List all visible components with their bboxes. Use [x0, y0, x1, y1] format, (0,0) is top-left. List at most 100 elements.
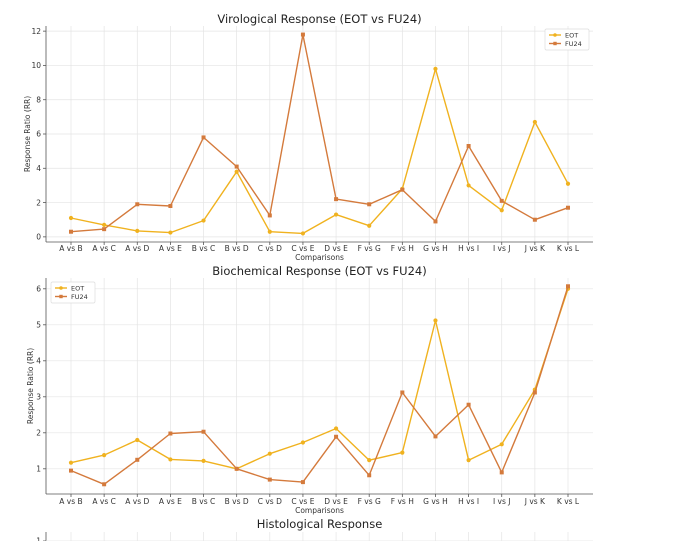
data-point-fu24	[135, 457, 140, 462]
x-tick-label: B vs D	[225, 244, 249, 253]
data-point-fu24	[234, 466, 239, 471]
data-point-fu24	[267, 213, 272, 218]
y-tick-label: 2	[36, 429, 41, 438]
chart-panel-1: Virological Response (EOT vs FU24) 0 2 4 6 8 1…	[23, 12, 593, 262]
data-point-eot	[466, 183, 471, 188]
x-tick-label: F vs H	[391, 244, 414, 253]
data-point-eot	[135, 437, 140, 443]
legend-label: EOT	[565, 31, 578, 39]
x-tick-label: B vs C	[192, 497, 216, 506]
data-point-eot	[499, 442, 504, 447]
data-point-fu24	[168, 204, 173, 208]
data-point-fu24	[168, 431, 173, 436]
y-tick-label: 4	[36, 164, 41, 173]
data-point-fu24	[334, 197, 339, 202]
chart-panel-3: Histological Response 1	[36, 517, 593, 541]
data-point-eot	[201, 458, 206, 463]
data-point-fu24	[466, 144, 471, 148]
data-point-eot	[565, 181, 571, 186]
x-tick-label: J vs K	[524, 244, 546, 253]
x-tick-label: H vs I	[458, 497, 479, 506]
x-tick-label: J vs K	[524, 497, 546, 506]
x-tick-label: A vs D	[125, 497, 149, 506]
x-tick-label: H vs I	[458, 244, 479, 253]
data-point-eot	[168, 230, 173, 235]
y-tick-label: 1	[36, 465, 41, 474]
chart-title: Virological Response (EOT vs FU24)	[217, 12, 421, 26]
x-tick-label: B vs C	[192, 244, 216, 253]
y-tick-label: 6	[36, 285, 41, 294]
data-point-eot	[102, 453, 107, 458]
y-tick-label: 12	[31, 27, 41, 36]
data-point-eot	[333, 212, 339, 217]
data-point-fu24	[69, 229, 73, 234]
x-tick-label: C vs D	[258, 244, 282, 253]
x-tick-label: A vs B	[59, 244, 82, 253]
x-tick-label: I vs J	[493, 244, 511, 253]
data-point-eot	[367, 458, 372, 463]
data-point-eot	[532, 119, 537, 125]
data-point-eot	[300, 231, 306, 236]
data-point-eot	[433, 66, 438, 71]
x-axis-label: Comparisons	[295, 253, 344, 262]
y-axis-label: Response Ratio (RR)	[26, 348, 35, 424]
data-point-eot	[433, 318, 438, 323]
x-axis-label: Comparisons	[295, 506, 344, 515]
y-tick-label: 1	[36, 537, 41, 541]
data-point-fu24	[300, 32, 305, 37]
data-point-fu24	[234, 164, 239, 169]
x-tick-label: G vs H	[423, 497, 448, 506]
legend-swatch-marker	[59, 286, 63, 290]
data-point-eot	[68, 460, 74, 465]
x-tick-label: K vs L	[557, 497, 580, 506]
chart-title: Histological Response	[257, 517, 383, 531]
legend-label: FU24	[71, 293, 88, 301]
data-point-fu24	[400, 187, 405, 192]
data-point-eot	[102, 222, 107, 227]
x-tick-label: F vs G	[358, 244, 381, 253]
series-line-fu24	[70, 33, 569, 233]
data-point-fu24	[499, 470, 504, 475]
series-line-eot	[70, 288, 569, 470]
x-tick-label: A vs E	[159, 497, 182, 506]
x-tick-label: A vs C	[92, 497, 115, 506]
data-point-fu24	[566, 284, 570, 289]
x-tick-label: C vs E	[291, 244, 314, 253]
data-point-fu24	[300, 480, 305, 485]
x-tick-label: A vs C	[92, 244, 115, 253]
data-point-fu24	[102, 227, 107, 232]
data-point-eot	[400, 450, 405, 455]
series-line-fu24	[70, 286, 569, 485]
data-point-fu24	[367, 473, 372, 478]
legend-label: EOT	[71, 284, 84, 292]
data-point-fu24	[367, 202, 372, 207]
data-point-fu24	[499, 198, 504, 203]
x-tick-label: C vs D	[258, 497, 282, 506]
y-tick-label: 2	[36, 198, 41, 207]
chart-title: Biochemical Response (EOT vs FU24)	[212, 264, 426, 278]
x-tick-label: A vs D	[125, 244, 149, 253]
x-tick-label: I vs J	[493, 497, 511, 506]
data-point-fu24	[532, 390, 537, 395]
data-point-eot	[300, 440, 306, 445]
data-point-fu24	[135, 202, 140, 207]
y-tick-label: 6	[36, 130, 41, 139]
x-tick-label: C vs E	[291, 497, 314, 506]
data-point-fu24	[201, 135, 206, 140]
y-tick-label: 8	[36, 95, 41, 104]
data-point-eot	[367, 223, 372, 228]
legend-swatch-marker	[553, 33, 557, 37]
data-point-fu24	[433, 219, 438, 224]
x-tick-label: G vs H	[423, 244, 448, 253]
data-point-eot	[267, 229, 272, 234]
data-point-eot	[168, 457, 173, 462]
data-point-fu24	[102, 482, 107, 487]
data-point-eot	[267, 451, 272, 456]
x-tick-label: K vs L	[557, 244, 580, 253]
data-point-eot	[333, 426, 339, 431]
data-point-fu24	[433, 434, 438, 439]
data-point-eot	[135, 228, 140, 233]
x-tick-label: B vs D	[225, 497, 249, 506]
